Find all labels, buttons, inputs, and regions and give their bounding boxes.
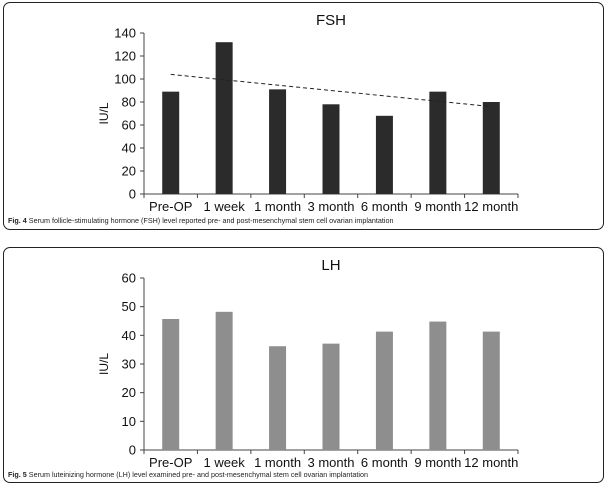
fsh-trend-line: [170, 73, 492, 108]
lh-caption-label: Fig. 5: [8, 470, 27, 479]
lh-y-tick-label: 30: [122, 357, 136, 372]
fsh-bar-6-month: [375, 115, 393, 194]
fsh-caption-text: Serum follicle-stimulating hormone (FSH)…: [28, 216, 394, 225]
lh-y-tick-label: 0: [129, 443, 136, 458]
lh-x-tick-label: Pre-OP: [149, 455, 192, 470]
fsh-x-tick-label: 1 week: [204, 199, 246, 213]
fsh-y-tick-label: 80: [122, 95, 136, 110]
fsh-y-tick-label: 0: [129, 187, 136, 202]
lh-x-tick-label: 1 month: [254, 455, 301, 470]
lh-x-tick-label: 3 month: [308, 455, 355, 470]
lh-bar-pre-op: [162, 318, 180, 450]
fsh-y-tick-label: 40: [122, 141, 136, 156]
lh-y-tick-label: 40: [122, 328, 136, 343]
lh-y-tick-label: 60: [122, 271, 136, 286]
fsh-x-tick-label: Pre-OP: [149, 199, 192, 213]
lh-y-tick-label: 20: [122, 385, 136, 400]
lh-caption: Fig. 5 Serum luteinizing hormone (LH) le…: [8, 470, 368, 479]
fsh-bar-12-month: [482, 102, 500, 194]
lh-y-axis-label: IU/L: [97, 353, 111, 375]
lh-y-tick-label: 50: [122, 299, 136, 314]
fsh-caption: Fig. 4 Serum follicle-stimulating hormon…: [8, 216, 394, 225]
fsh-caption-label: Fig. 4: [8, 216, 27, 225]
lh-bar-1-month: [269, 346, 287, 450]
fsh-y-tick-label: 100: [114, 72, 136, 87]
lh-bar-3-month: [322, 343, 340, 450]
lh-x-tick-label: 1 week: [204, 455, 246, 470]
fsh-x-tick-label: 3 month: [308, 199, 355, 213]
fsh-x-tick-label: 1 month: [254, 199, 301, 213]
fsh-bar-chart: FSH IU/L 0 20 40 60 80 100 120 140 Pre-OP 1 week 1 m…: [97, 12, 519, 213]
fsh-y-tick-label: 140: [114, 26, 136, 41]
lh-x-tick-label: 9 month: [414, 455, 461, 470]
fsh-y-tick-label: 120: [114, 49, 136, 64]
fsh-y-tick-label: 60: [122, 118, 136, 133]
fsh-figure-panel: FSH IU/L 0 20 40 60 80 100 120 140 Pre-OP 1 week 1 m…: [3, 2, 604, 230]
lh-caption-text: Serum luteinizing hormone (LH) level exa…: [28, 470, 368, 479]
lh-bar-chart: LH IU/L 0 10 20 30 40 50 60 Pre-OP 1 week 1 month 3 …: [97, 257, 519, 470]
fsh-x-tick-label: 6 month: [361, 199, 408, 213]
fsh-bar-1-week: [215, 42, 233, 195]
fsh-y-axis-label: IU/L: [97, 102, 111, 124]
fsh-x-tick-label: 9 month: [414, 199, 461, 213]
fsh-y-tick-label: 20: [122, 164, 136, 179]
lh-bar-1-week: [215, 311, 233, 450]
fsh-bar-1-month: [269, 89, 287, 194]
fsh-x-tick-label: 12 month: [464, 199, 518, 213]
fsh-bar-9-month: [429, 91, 447, 194]
lh-x-tick-label: 6 month: [361, 455, 408, 470]
lh-figure-panel: LH IU/L 0 10 20 30 40 50 60 Pre-OP 1 week 1 month 3 …: [3, 247, 604, 483]
lh-bar-12-month: [482, 331, 500, 450]
fsh-chart-title: FSH: [316, 12, 346, 29]
lh-y-tick-label: 10: [122, 414, 136, 429]
lh-bar-6-month: [375, 331, 393, 450]
lh-chart-title: LH: [321, 257, 340, 274]
lh-x-tick-label: 12 month: [464, 455, 518, 470]
fsh-bar-3-month: [322, 104, 340, 194]
fsh-bar-pre-op: [162, 91, 180, 194]
lh-bar-9-month: [429, 321, 447, 450]
